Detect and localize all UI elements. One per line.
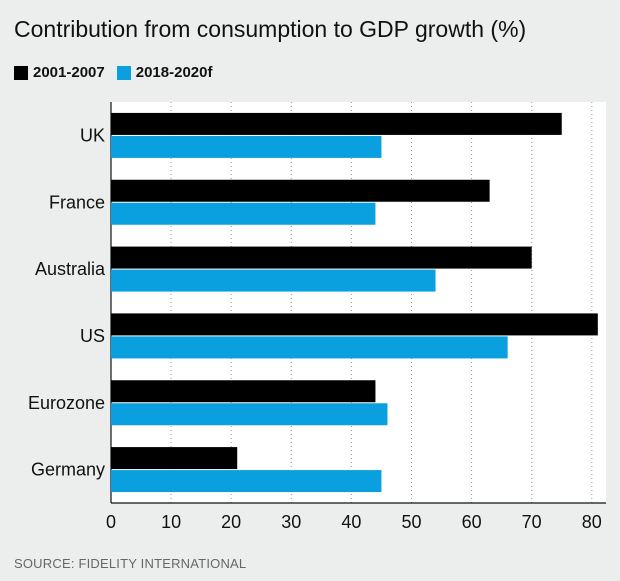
bar-australia-series-1 <box>111 246 532 269</box>
x-tick-label-50: 50 <box>401 512 421 532</box>
legend-swatch-series-2 <box>116 65 131 80</box>
bar-uk-series-1 <box>111 112 562 135</box>
category-label-germany: Germany <box>31 460 105 480</box>
bar-france-series-1 <box>111 179 490 202</box>
legend-label-series-2: 2018-2020f <box>135 64 213 81</box>
x-tick-label-10: 10 <box>161 512 181 532</box>
bar-us-series-1 <box>111 313 598 336</box>
legend-label-series-1: 2001-2007 <box>33 64 105 81</box>
bar-germany-series-2 <box>111 470 382 493</box>
bar-germany-series-1 <box>111 447 238 470</box>
category-label-us: US <box>80 326 105 346</box>
x-tick-label-80: 80 <box>582 512 602 532</box>
legend-item-series-2: 2018-2020f <box>116 64 213 81</box>
category-label-france: France <box>49 192 105 212</box>
x-tick-label-20: 20 <box>221 512 241 532</box>
x-tick-label-0: 0 <box>106 512 116 532</box>
x-tick-label-40: 40 <box>341 512 361 532</box>
x-tick-label-70: 70 <box>522 512 542 532</box>
x-tick-label-30: 30 <box>281 512 301 532</box>
plot-area <box>111 102 606 503</box>
legend-item-series-1: 2001-2007 <box>14 64 105 81</box>
category-label-australia: Australia <box>35 259 106 279</box>
bar-australia-series-2 <box>111 269 436 292</box>
legend-swatch-series-1 <box>14 65 28 80</box>
bar-france-series-2 <box>111 202 376 225</box>
bar-us-series-2 <box>111 336 508 359</box>
category-label-uk: UK <box>80 125 105 145</box>
legend: 2001-2007 2018-2020f <box>14 64 224 81</box>
chart-title: Contribution from consumption to GDP gro… <box>14 16 527 42</box>
source-note: SOURCE: FIDELITY INTERNATIONAL <box>14 556 247 571</box>
bar-eurozone-series-1 <box>111 380 376 403</box>
x-tick-label-60: 60 <box>462 512 482 532</box>
bar-uk-series-2 <box>111 135 382 158</box>
bar-eurozone-series-2 <box>111 403 388 426</box>
category-label-eurozone: Eurozone <box>28 393 105 413</box>
